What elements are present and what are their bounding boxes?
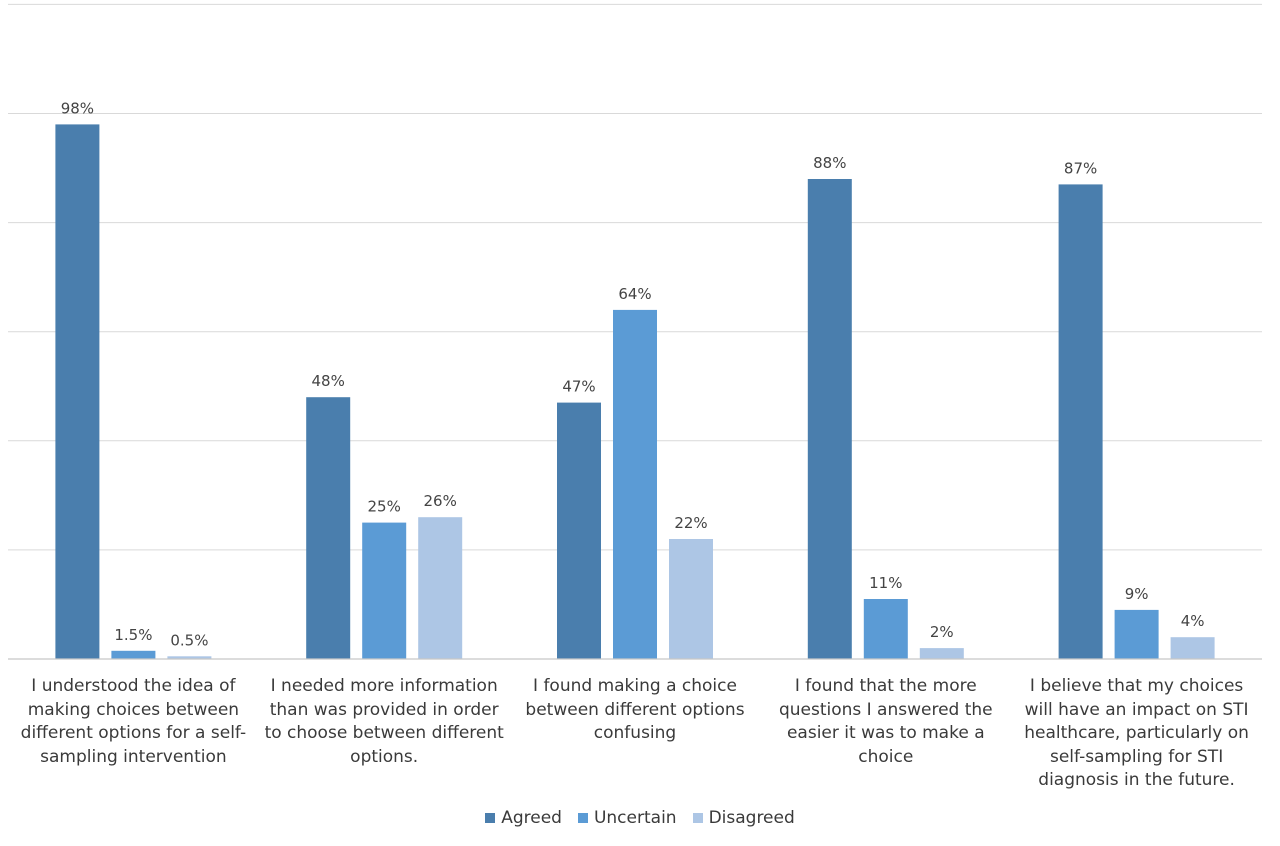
data-label-disagreed-5: 4% — [1181, 612, 1205, 630]
category-label-3: I found making a choice between different… — [510, 675, 760, 746]
legend: Agreed Uncertain Disagreed — [0, 808, 1280, 828]
data-label-uncertain-1: 1.5% — [114, 626, 152, 644]
legend-label-disagreed: Disagreed — [708, 808, 795, 828]
bar-disagreed-5 — [1170, 637, 1215, 659]
category-label-line: I understood the idea of — [31, 676, 236, 696]
data-label-agreed-5: 87% — [1064, 159, 1097, 177]
data-label-disagreed-1: 0.5% — [170, 631, 208, 649]
bar-disagreed-2 — [418, 517, 463, 659]
legend-swatch-agreed — [485, 813, 496, 823]
data-label-uncertain-2: 25% — [368, 498, 401, 516]
legend-swatch-disagreed — [692, 813, 703, 823]
category-label-line: options. — [350, 746, 419, 767]
data-label-uncertain-5: 9% — [1125, 585, 1149, 603]
category-label-line: I found that the more — [794, 676, 977, 696]
category-label-line: different options for a self- — [20, 723, 247, 743]
legend-label-uncertain: Uncertain — [593, 808, 677, 828]
category-label-line: easier it was to make a — [786, 723, 985, 743]
legend-item-agreed: Agreed — [485, 808, 562, 828]
category-label-line: self-sampling for STI — [1049, 746, 1224, 767]
category-label-line: I needed more information — [270, 676, 498, 696]
category-label-line: I believe that my choices — [1029, 676, 1244, 696]
bar-uncertain-4 — [863, 599, 908, 659]
bar-agreed-1 — [55, 124, 100, 659]
category-label-line: healthcare, particularly on — [1024, 723, 1249, 743]
legend-item-disagreed: Disagreed — [692, 808, 795, 828]
category-label-line: between different options — [525, 699, 745, 720]
bar-uncertain-2 — [362, 522, 407, 659]
legend-label-agreed: Agreed — [501, 808, 562, 828]
category-label-line: to choose between different — [264, 723, 504, 743]
bar-agreed-3 — [557, 402, 601, 659]
category-label-line: diagnosis in the future. — [1038, 770, 1235, 790]
data-label-agreed-2: 48% — [312, 372, 345, 390]
category-label-line: sampling intervention — [40, 746, 227, 767]
data-label-uncertain-4: 11% — [869, 574, 902, 592]
bar-disagreed-4 — [919, 648, 964, 659]
bar-disagreed-3 — [669, 539, 713, 659]
category-label-5: I believe that my choices will have an im… — [1012, 675, 1262, 793]
bar-agreed-2 — [306, 397, 351, 659]
category-label-line: questions I answered the — [778, 699, 993, 720]
legend-swatch-uncertain — [577, 813, 588, 823]
category-label-1: I understood the idea of making choices b… — [8, 675, 258, 769]
data-label-agreed-3: 47% — [562, 378, 595, 396]
bar-uncertain-1 — [111, 650, 156, 659]
category-label-line: choice — [858, 746, 914, 767]
data-label-agreed-1: 98% — [61, 99, 94, 117]
bar-uncertain-3 — [613, 309, 657, 659]
data-label-disagreed-3: 22% — [674, 514, 707, 532]
category-label-line: confusing — [593, 723, 677, 743]
bars — [55, 124, 1215, 659]
category-label-4: I found that the more questions I answere… — [761, 675, 1011, 769]
category-label-line: I found making a choice — [533, 676, 737, 696]
bar-uncertain-5 — [1114, 609, 1159, 659]
bar-agreed-4 — [807, 179, 852, 659]
data-label-disagreed-2: 26% — [424, 492, 457, 510]
data-label-uncertain-3: 64% — [618, 285, 651, 303]
bar-agreed-5 — [1058, 184, 1103, 659]
data-labels: 98% 1.5% 0.5% 48% 25% 26% 47% 64% 22% 88% 11% 2% 87%… — [61, 99, 1205, 649]
category-label-line: will have an impact on STI — [1024, 699, 1249, 720]
legend-item-uncertain: Uncertain — [577, 808, 677, 828]
category-label-line: than was provided in order — [269, 699, 499, 720]
category-label-2: I needed more information than was provid… — [259, 675, 509, 769]
data-label-disagreed-4: 2% — [930, 623, 954, 641]
category-label-line: making choices between — [27, 699, 240, 720]
bar-disagreed-1 — [167, 656, 212, 659]
data-label-agreed-4: 88% — [813, 154, 846, 172]
